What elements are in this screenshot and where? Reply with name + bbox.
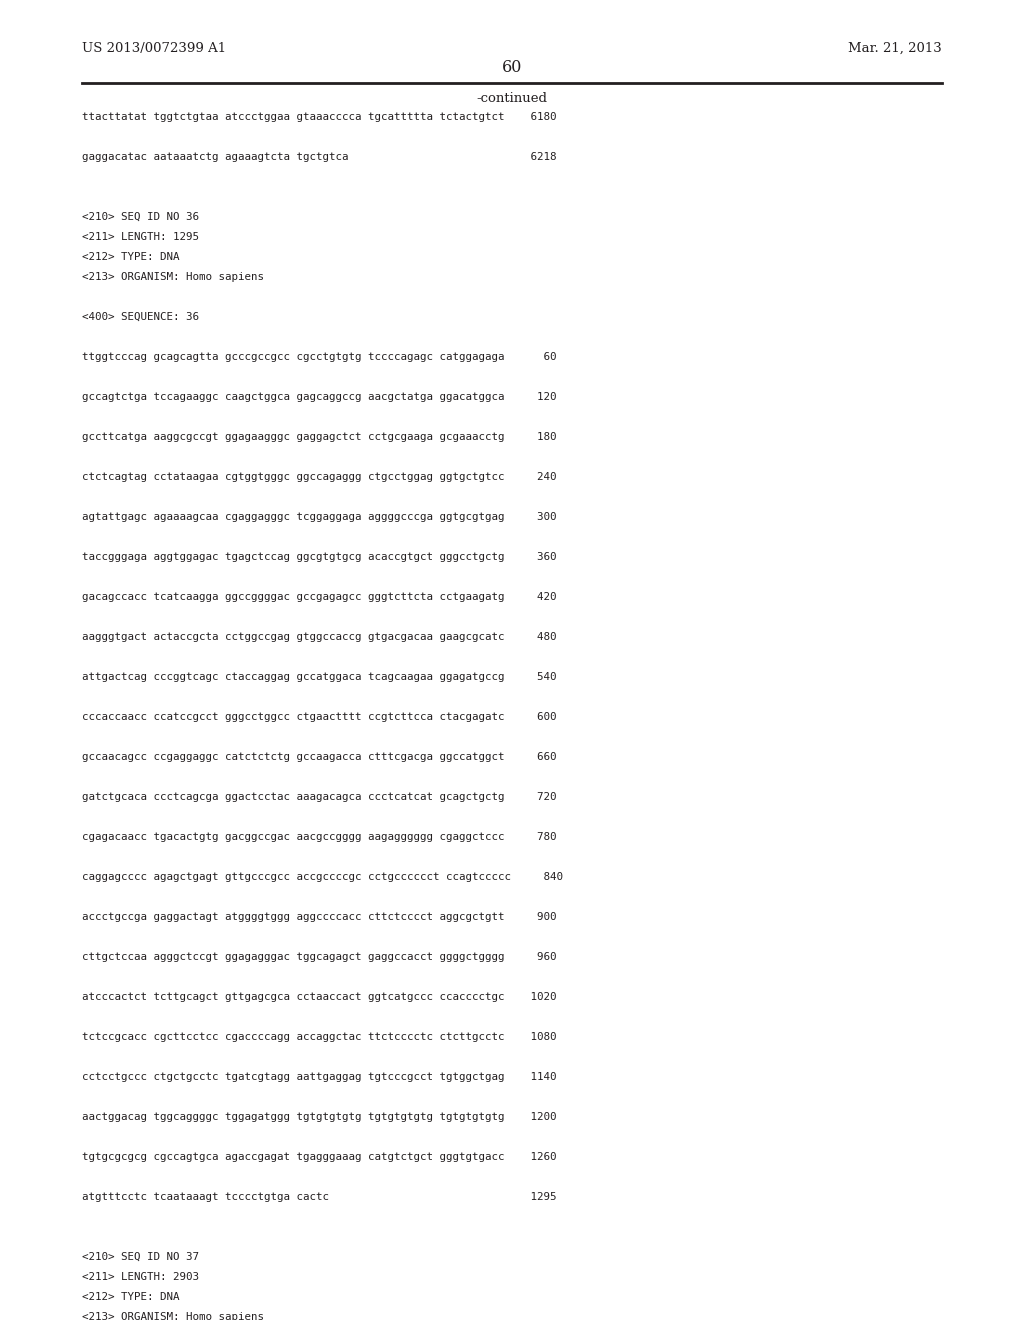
Text: taccgggaga aggtggagac tgagctccag ggcgtgtgcg acaccgtgct gggcctgctg     360: taccgggaga aggtggagac tgagctccag ggcgtgt…	[82, 552, 556, 562]
Text: <211> LENGTH: 2903: <211> LENGTH: 2903	[82, 1272, 199, 1282]
Text: ttacttatat tggtctgtaa atccctggaa gtaaacccca tgcattttta tctactgtct    6180: ttacttatat tggtctgtaa atccctggaa gtaaacc…	[82, 112, 556, 123]
Text: gccaacagcc ccgaggaggc catctctctg gccaagacca ctttcgacga ggccatggct     660: gccaacagcc ccgaggaggc catctctctg gccaaga…	[82, 752, 556, 762]
Text: gccagtctga tccagaaggc caagctggca gagcaggccg aacgctatga ggacatggca     120: gccagtctga tccagaaggc caagctggca gagcagg…	[82, 392, 556, 403]
Text: US 2013/0072399 A1: US 2013/0072399 A1	[82, 42, 226, 55]
Text: accctgccga gaggactagt atggggtggg aggccccacc cttctcccct aggcgctgtt     900: accctgccga gaggactagt atggggtggg aggcccc…	[82, 912, 556, 923]
Text: atcccactct tcttgcagct gttgagcgca cctaaccact ggtcatgccc ccacccctgc    1020: atcccactct tcttgcagct gttgagcgca cctaacc…	[82, 993, 556, 1002]
Text: gatctgcaca ccctcagcga ggactcctac aaagacagca ccctcatcat gcagctgctg     720: gatctgcaca ccctcagcga ggactcctac aaagaca…	[82, 792, 556, 803]
Text: tgtgcgcgcg cgccagtgca agaccgagat tgagggaaag catgtctgct gggtgtgacc    1260: tgtgcgcgcg cgccagtgca agaccgagat tgaggga…	[82, 1152, 556, 1162]
Text: gccttcatga aaggcgccgt ggagaagggc gaggagctct cctgcgaaga gcgaaacctg     180: gccttcatga aaggcgccgt ggagaagggc gaggagc…	[82, 432, 556, 442]
Text: cctcctgccc ctgctgcctc tgatcgtagg aattgaggag tgtcccgcct tgtggctgag    1140: cctcctgccc ctgctgcctc tgatcgtagg aattgag…	[82, 1072, 556, 1082]
Text: <213> ORGANISM: Homo sapiens: <213> ORGANISM: Homo sapiens	[82, 272, 264, 282]
Text: aagggtgact actaccgcta cctggccgag gtggccaccg gtgacgacaa gaagcgcatc     480: aagggtgact actaccgcta cctggccgag gtggcca…	[82, 632, 556, 642]
Text: -continued: -continued	[476, 92, 548, 106]
Text: cttgctccaa agggctccgt ggagagggac tggcagagct gaggccacct ggggctgggg     960: cttgctccaa agggctccgt ggagagggac tggcaga…	[82, 952, 556, 962]
Text: <211> LENGTH: 1295: <211> LENGTH: 1295	[82, 232, 199, 242]
Text: caggagcccc agagctgagt gttgcccgcc accgccccgc cctgcccccct ccagtccccc     840: caggagcccc agagctgagt gttgcccgcc accgccc…	[82, 873, 563, 882]
Text: <210> SEQ ID NO 37: <210> SEQ ID NO 37	[82, 1253, 199, 1262]
Text: gacagccacc tcatcaagga ggccggggac gccgagagcc gggtcttcta cctgaagatg     420: gacagccacc tcatcaagga ggccggggac gccgaga…	[82, 593, 556, 602]
Text: cgagacaacc tgacactgtg gacggccgac aacgccgggg aagagggggg cgaggctccc     780: cgagacaacc tgacactgtg gacggccgac aacgccg…	[82, 832, 556, 842]
Text: tctccgcacc cgcttcctcc cgaccccagg accaggctac ttctcccctc ctcttgcctc    1080: tctccgcacc cgcttcctcc cgaccccagg accaggc…	[82, 1032, 556, 1041]
Text: atgtttcctc tcaataaagt tcccctgtga cactc                               1295: atgtttcctc tcaataaagt tcccctgtga cactc 1…	[82, 1192, 556, 1203]
Text: aactggacag tggcaggggc tggagatggg tgtgtgtgtg tgtgtgtgtg tgtgtgtgtg    1200: aactggacag tggcaggggc tggagatggg tgtgtgt…	[82, 1111, 556, 1122]
Text: attgactcag cccggtcagc ctaccaggag gccatggaca tcagcaagaa ggagatgccg     540: attgactcag cccggtcagc ctaccaggag gccatgg…	[82, 672, 556, 682]
Text: <213> ORGANISM: Homo sapiens: <213> ORGANISM: Homo sapiens	[82, 1312, 264, 1320]
Text: 60: 60	[502, 59, 522, 77]
Text: ttggtcccag gcagcagtta gcccgccgcc cgcctgtgtg tccccagagc catggagaga      60: ttggtcccag gcagcagtta gcccgccgcc cgcctgt…	[82, 352, 556, 362]
Text: <212> TYPE: DNA: <212> TYPE: DNA	[82, 1292, 179, 1302]
Text: <210> SEQ ID NO 36: <210> SEQ ID NO 36	[82, 213, 199, 222]
Text: agtattgagc agaaaagcaa cgaggagggc tcggaggaga aggggcccga ggtgcgtgag     300: agtattgagc agaaaagcaa cgaggagggc tcggagg…	[82, 512, 556, 523]
Text: <400> SEQUENCE: 36: <400> SEQUENCE: 36	[82, 312, 199, 322]
Text: ctctcagtag cctataagaa cgtggtgggc ggccagaggg ctgcctggag ggtgctgtcc     240: ctctcagtag cctataagaa cgtggtgggc ggccaga…	[82, 473, 556, 482]
Text: cccaccaacc ccatccgcct gggcctggcc ctgaactttt ccgtcttcca ctacgagatc     600: cccaccaacc ccatccgcct gggcctggcc ctgaact…	[82, 713, 556, 722]
Text: Mar. 21, 2013: Mar. 21, 2013	[848, 42, 942, 55]
Text: <212> TYPE: DNA: <212> TYPE: DNA	[82, 252, 179, 263]
Text: gaggacatac aataaatctg agaaagtcta tgctgtca                            6218: gaggacatac aataaatctg agaaagtcta tgctgtc…	[82, 152, 556, 162]
